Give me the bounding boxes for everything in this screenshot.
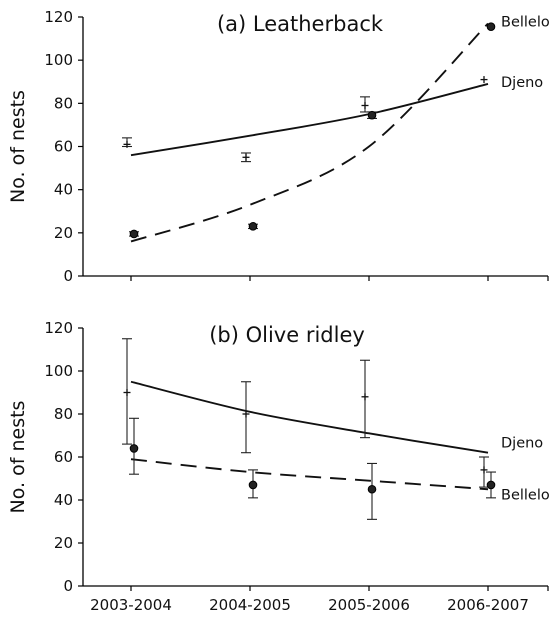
y-tick-label: 80: [54, 405, 73, 423]
panel-a: (a) Leatherback No. of nests 0 20 40 60 80 100 1…: [7, 8, 550, 285]
data-point-bellelo: [248, 480, 258, 490]
panel-title: (b) Olive ridley: [209, 323, 365, 347]
x-tick-label: 2004-2005: [209, 596, 291, 614]
data-point-djeno: [123, 140, 131, 148]
y-axis-title: No. of nests: [7, 90, 29, 203]
data-point-bellelo: [486, 480, 496, 490]
series-djeno: Djeno: [122, 338, 543, 488]
y-tick-label: 100: [44, 362, 73, 380]
y-tick-label: 40: [54, 491, 73, 509]
y-tick-label: 20: [54, 534, 73, 552]
data-point-bellelo: [129, 444, 139, 453]
fit-line-bellelo: [130, 458, 489, 491]
y-tick-label: 120: [44, 8, 73, 26]
data-point-bellelo: [367, 110, 377, 120]
data-point-bellelo: [486, 22, 496, 32]
data-point-djeno: [361, 101, 369, 109]
x-tick-label: 2005-2006: [328, 596, 410, 614]
series-bellelo: Bellelo: [129, 14, 550, 243]
y-tick-label: 100: [44, 51, 73, 69]
y-tick-label: 80: [54, 94, 73, 112]
panel-title: (a) Leatherback: [217, 12, 384, 36]
series-label-djeno: Djeno: [501, 436, 543, 452]
data-point-djeno: [480, 76, 488, 84]
series-bellelo: Bellelo: [129, 417, 550, 520]
fit-line-djeno: [130, 380, 489, 454]
y-tick-label: 0: [63, 267, 73, 285]
y-tick-label: 60: [54, 138, 73, 156]
series-label-bellelo: Bellelo: [501, 14, 550, 30]
data-point-bellelo: [248, 222, 258, 231]
data-point-djeno: [361, 393, 369, 401]
data-point-djeno: [480, 466, 488, 474]
data-point-djeno: [242, 153, 250, 161]
data-point-bellelo: [129, 229, 139, 239]
fit-line-djeno: [130, 82, 489, 157]
series-djeno: Djeno: [122, 75, 543, 163]
fit-line-bellelo: [130, 22, 489, 243]
data-point-djeno: [123, 389, 131, 396]
y-tick-label: 120: [44, 319, 73, 337]
x-tick-label: 2006-2007: [447, 596, 529, 614]
data-point-bellelo: [367, 484, 377, 494]
y-tick-label: 0: [63, 577, 73, 595]
x-tick-label: 2003-2004: [90, 596, 172, 614]
y-tick-label: 20: [54, 224, 73, 242]
series-label-bellelo: Bellelo: [501, 487, 550, 503]
y-axis-title: No. of nests: [7, 401, 29, 514]
y-tick-label: 40: [54, 181, 73, 199]
series-label-djeno: Djeno: [501, 75, 543, 91]
y-tick-label: 60: [54, 448, 73, 466]
data-point-djeno: [242, 410, 250, 418]
panel-b: (b) Olive ridley No. of nests 0 20 40 60 80 100…: [7, 319, 550, 614]
